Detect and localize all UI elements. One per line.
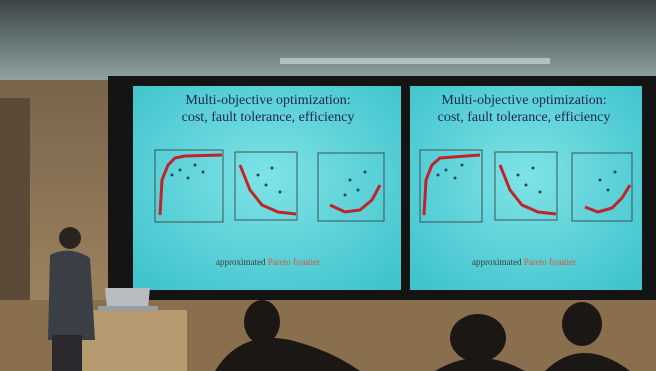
caption-plain: approximated — [472, 257, 522, 267]
ceiling-light — [280, 58, 550, 64]
slide-title: cost, fault tolerance, efficiency — [438, 110, 611, 125]
scene: Multi-objective optimization: cost, faul… — [0, 0, 656, 371]
ceiling — [0, 0, 656, 80]
slide-caption: approximated Pareto frontier — [216, 257, 320, 267]
slide: Multi-objective optimization: cost, faul… — [133, 86, 401, 290]
caption-highlight: Pareto frontier — [268, 257, 320, 267]
caption-plain: approximated — [216, 257, 266, 267]
slide-title: cost, fault tolerance, efficiency — [182, 110, 355, 125]
slide: Multi-objective optimization: cost, faul… — [410, 86, 642, 290]
slide-title: Multi-objective optimization: — [185, 93, 350, 108]
laptop — [105, 288, 150, 308]
laptop-base — [98, 306, 158, 311]
caption-highlight: Pareto frontier — [524, 257, 576, 267]
slide-title: Multi-objective optimization: — [441, 93, 606, 108]
slide-caption: approximated Pareto frontier — [472, 257, 576, 267]
